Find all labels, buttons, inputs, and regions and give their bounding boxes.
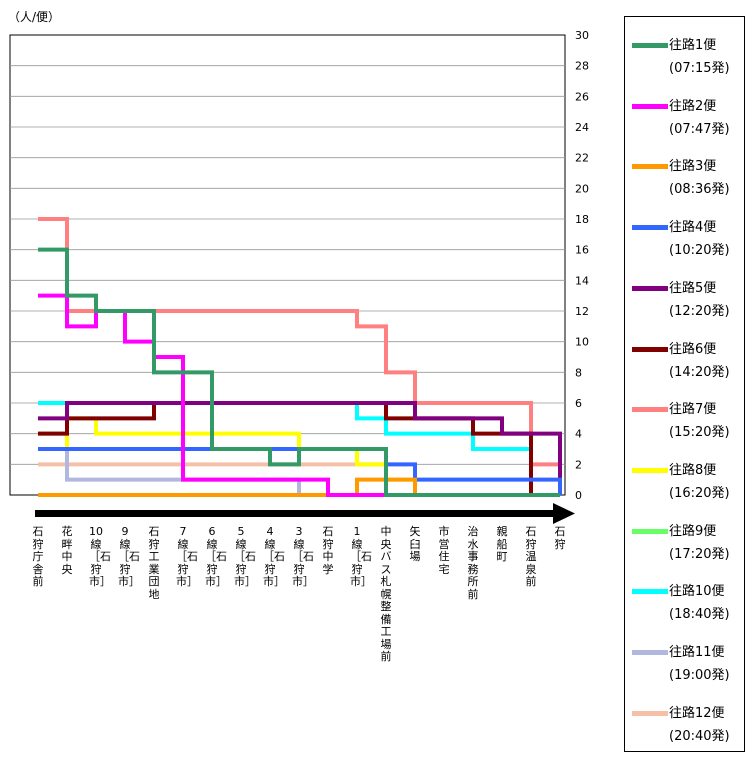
legend-swatch xyxy=(632,407,668,413)
stop-label: 6線［石狩市］ xyxy=(205,525,227,588)
series-line-1 xyxy=(38,247,560,497)
legend-departure-time: (15:20発) xyxy=(669,425,730,441)
legend-item: 往路3便 (08:36発) xyxy=(625,152,746,212)
y-axis-unit: （人/便） xyxy=(8,10,61,24)
legend-swatch xyxy=(632,650,668,655)
legend-series-name: 往路1便 xyxy=(669,38,717,53)
y-tick-label: 2 xyxy=(575,458,582,471)
stop-label: 4線［石狩市］ xyxy=(263,525,285,588)
legend-item: 往路7便 (15:20発) xyxy=(625,395,746,455)
legend-departure-time: (07:15発) xyxy=(669,61,730,76)
legend-departure-time: (14:20発) xyxy=(669,364,730,380)
stop-label: 9線［石狩市］ xyxy=(118,525,140,588)
legend-swatch xyxy=(632,103,668,109)
legend-departure-time: (10:20発) xyxy=(669,243,730,259)
legend-series-name: 往路5便 xyxy=(669,280,717,296)
legend-series-name: 往路12便 xyxy=(669,705,725,721)
stop-label: 1線［石狩市］ xyxy=(350,525,372,588)
y-tick-label: 24 xyxy=(575,121,589,134)
legend-departure-time: (12:20発) xyxy=(669,303,730,319)
stop-label: 7線［石狩市］ xyxy=(176,525,198,588)
y-tick-label: 0 xyxy=(575,489,582,502)
legend-item: 往路5便 (12:20発) xyxy=(625,274,746,334)
legend-departure-time: (18:40発) xyxy=(669,607,730,623)
y-tick-label: 22 xyxy=(575,152,589,165)
stop-label: 10線［石狩市］ xyxy=(89,525,111,588)
legend-item: 往路1便 (07:15発) xyxy=(625,31,746,91)
legend-series-name: 往路9便 xyxy=(669,523,717,539)
legend-swatch xyxy=(632,589,668,595)
stop-label: 石狩庁舎前 xyxy=(32,525,44,588)
stop-label: 中央バス札幌整備工場前 xyxy=(380,525,392,663)
legend-departure-time: (08:36発) xyxy=(669,182,730,198)
legend-swatch xyxy=(632,710,668,716)
legend-series-name: 往路6便 xyxy=(669,341,717,357)
legend-swatch xyxy=(632,285,668,291)
stop-label: 石狩温泉前 xyxy=(525,525,537,588)
stop-label: 花畔中央 xyxy=(61,525,73,576)
y-tick-label: 8 xyxy=(575,366,582,379)
legend-item: 往路6便 (14:20発) xyxy=(625,335,746,395)
legend-item: 往路11便 (19:00発) xyxy=(625,638,746,698)
stop-label: 親船町 xyxy=(496,525,508,563)
legend-series-name: 往路3便 xyxy=(669,159,717,175)
legend-series-name: 往路7便 xyxy=(669,402,717,418)
legend-item: 往路2便 (07:47発) xyxy=(625,92,746,152)
stop-label: 石狩中学 xyxy=(322,525,334,576)
legend-departure-time: (19:00発) xyxy=(669,668,730,683)
stop-label: 3線［石狩市］ xyxy=(292,525,314,588)
legend-series-name: 往路10便 xyxy=(669,584,725,600)
legend-item: 往路4便 (10:20発) xyxy=(625,213,746,273)
series-line-5 xyxy=(38,401,562,495)
y-tick-label: 30 xyxy=(575,29,589,42)
stop-label: 石狩 xyxy=(554,525,566,551)
stop-label: 5線［石狩市］ xyxy=(234,525,256,588)
plot-area xyxy=(9,34,566,496)
y-tick-label: 4 xyxy=(575,428,582,441)
stop-label: 矢臼場 xyxy=(409,525,421,563)
stop-label: 石狩工業団地 xyxy=(148,525,160,601)
legend-swatch xyxy=(632,43,668,48)
y-tick-label: 16 xyxy=(575,244,589,257)
legend-item: 往路9便 (17:20発) xyxy=(625,517,746,577)
legend-series-name: 往路4便 xyxy=(669,220,717,236)
legend-swatch xyxy=(632,528,668,534)
legend-swatch xyxy=(632,225,668,231)
legend-departure-time: (20:40発) xyxy=(669,728,730,744)
legend-series-name: 往路2便 xyxy=(669,98,717,114)
legend-series-name: 往路11便 xyxy=(669,645,725,660)
grid-lines xyxy=(10,65,565,465)
legend-swatch xyxy=(632,164,668,170)
y-tick-label: 20 xyxy=(575,182,589,195)
legend-swatch xyxy=(632,467,668,473)
y-tick-label: 18 xyxy=(575,213,589,226)
legend-item: 往路12便 (20:40発) xyxy=(625,699,746,759)
y-tick-label: 14 xyxy=(575,274,589,287)
legend-item: 往路8便 (16:20発) xyxy=(625,456,746,516)
y-tick-label: 26 xyxy=(575,90,589,103)
route-arrow xyxy=(35,503,575,524)
y-tick-label: 6 xyxy=(575,397,582,410)
series-lines xyxy=(38,217,562,497)
legend-swatch xyxy=(632,346,668,352)
y-tick-label: 28 xyxy=(575,60,589,73)
legend-departure-time: (17:20発) xyxy=(669,546,730,562)
legend-departure-time: (07:47発) xyxy=(669,121,730,137)
legend-item: 往路10便 (18:40発) xyxy=(625,577,746,637)
y-tick-label: 10 xyxy=(575,336,589,349)
stop-label: 治水事務所前 xyxy=(467,525,479,601)
legend: 往路1便 (07:15発) 往路2便 (07:47発) 往路3便 (08:36発) 往路4便… xyxy=(624,16,745,752)
y-tick-label: 12 xyxy=(575,305,589,318)
legend-departure-time: (16:20発) xyxy=(669,485,730,501)
legend-series-name: 往路8便 xyxy=(669,462,717,478)
stop-label: 市営住宅 xyxy=(438,525,450,576)
